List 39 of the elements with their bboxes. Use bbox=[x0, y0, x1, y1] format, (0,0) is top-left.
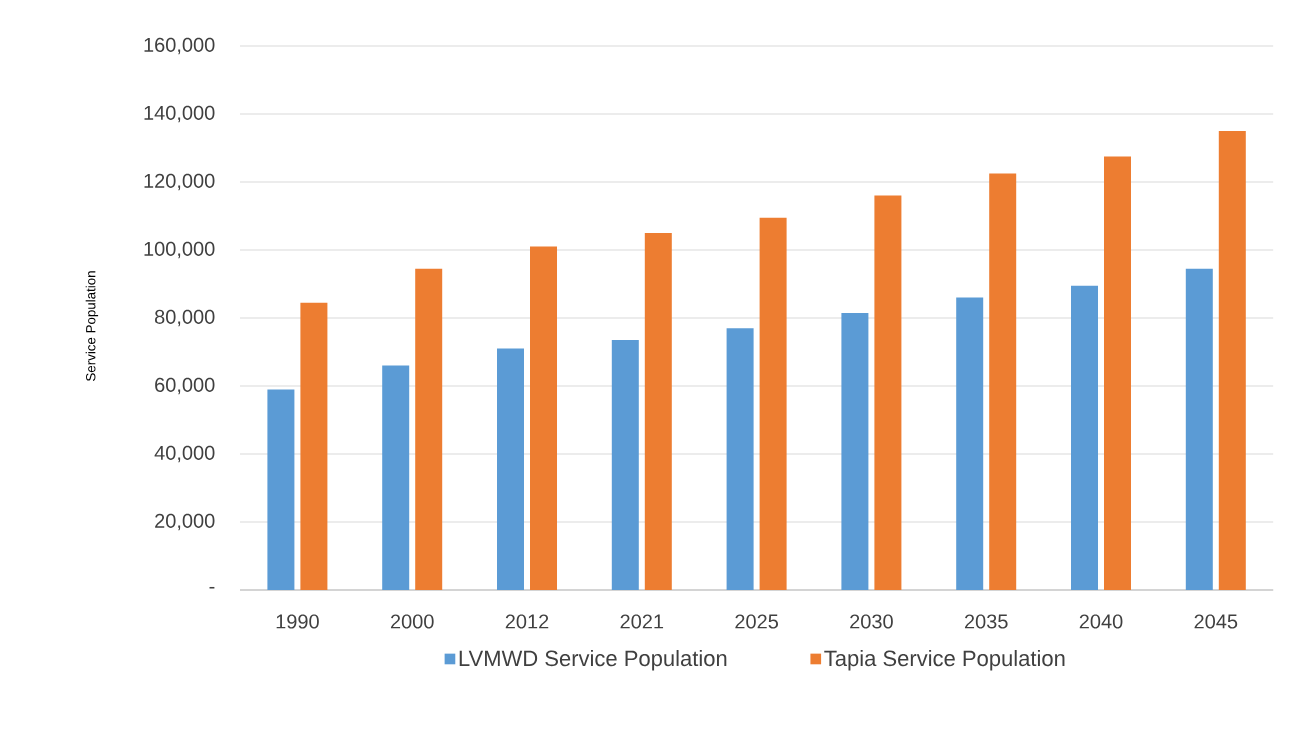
bar bbox=[644, 233, 672, 590]
y-tick-label: 100,000 bbox=[144, 241, 215, 259]
x-tick-label: 2030 bbox=[850, 614, 893, 629]
bar bbox=[1104, 156, 1131, 590]
bar bbox=[611, 340, 639, 590]
x-tick-label: 1990 bbox=[276, 614, 319, 629]
x-tick-label: 2025 bbox=[735, 614, 779, 629]
bar bbox=[382, 365, 410, 590]
x-tick-label: 2035 bbox=[964, 614, 1008, 629]
bar bbox=[989, 173, 1017, 590]
x-tick-label: 2012 bbox=[505, 614, 549, 629]
y-tick-label: 40,000 bbox=[154, 445, 215, 463]
bar bbox=[267, 389, 295, 590]
legend-label: LVMWD Service Population bbox=[459, 650, 727, 671]
bar bbox=[759, 217, 787, 590]
bar bbox=[841, 312, 869, 590]
y-tick-label: 120,000 bbox=[144, 173, 215, 191]
bar bbox=[497, 348, 524, 590]
y-tick-label: - bbox=[209, 586, 215, 589]
x-tick-label: 2045 bbox=[1194, 614, 1238, 629]
bar bbox=[874, 195, 902, 590]
bar bbox=[300, 302, 328, 590]
x-tick-label: 2000 bbox=[390, 614, 434, 629]
legend-label: Tapia Service Population bbox=[824, 650, 1065, 671]
x-tick-label: 2040 bbox=[1079, 614, 1123, 629]
bar bbox=[956, 297, 984, 590]
bar bbox=[415, 268, 443, 590]
y-tick-label: 160,000 bbox=[144, 37, 215, 55]
bar bbox=[1218, 131, 1246, 590]
y-tick-label: 60,000 bbox=[155, 377, 215, 395]
y-tick-label: 20,000 bbox=[155, 513, 215, 531]
x-tick-label: 2021 bbox=[620, 614, 664, 629]
y-tick-label: 140,000 bbox=[144, 105, 215, 123]
bar bbox=[1071, 285, 1098, 590]
bar bbox=[530, 246, 557, 590]
y-axis-title: Service Population bbox=[85, 271, 99, 381]
bar bbox=[1185, 268, 1213, 590]
y-tick-label: 80,000 bbox=[155, 309, 215, 327]
bar bbox=[726, 328, 754, 590]
